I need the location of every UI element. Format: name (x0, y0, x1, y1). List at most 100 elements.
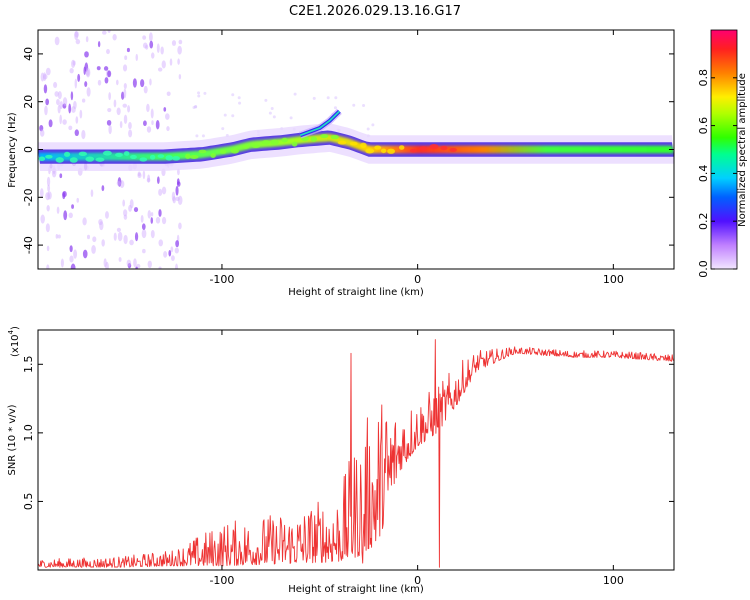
xtick-label: 0 (414, 574, 421, 587)
noise-speckle (81, 129, 86, 140)
noise-speckle (48, 119, 53, 128)
colorbar-tick-label: 0.4 (697, 165, 710, 183)
noise-speckle (56, 99, 60, 106)
ytick-label: 20 (22, 95, 35, 109)
noise-speckle (85, 36, 89, 43)
noise-speckle (86, 87, 91, 97)
noise-speckle (98, 218, 103, 226)
noise-speckle (150, 229, 155, 239)
noise-speckle (201, 134, 205, 138)
ytick-label: 40 (22, 47, 35, 61)
noise-speckle (68, 103, 72, 114)
noise-speckle (150, 212, 154, 217)
colorbar-tick-label: 0.0 (697, 260, 710, 278)
noise-speckle (126, 259, 132, 267)
noise-speckle (142, 170, 146, 180)
noise-speckle (176, 181, 181, 187)
track-blob (251, 144, 260, 149)
track-blob (374, 145, 382, 150)
noise-speckle (158, 209, 162, 217)
noise-speckle (101, 239, 105, 247)
noise-speckle (69, 68, 74, 74)
snr-multiplier: (x104) (7, 326, 21, 357)
noise-speckle (178, 73, 182, 80)
noise-speckle (231, 114, 235, 118)
noise-speckle (132, 78, 137, 88)
noise-speckle (63, 210, 68, 221)
noise-speckle (92, 236, 97, 243)
noise-speckle (366, 127, 370, 131)
noise-speckle (116, 227, 121, 232)
noise-speckle (71, 204, 74, 209)
noise-speckle (91, 245, 96, 254)
noise-speckle (59, 173, 63, 179)
track-blob (320, 133, 329, 139)
noise-speckle (135, 53, 138, 62)
noise-speckle (84, 81, 88, 87)
noise-speckle (168, 249, 172, 257)
noise-speckle (177, 45, 182, 55)
noise-speckle (116, 181, 122, 186)
noise-speckle (113, 232, 117, 241)
noise-speckle (126, 47, 130, 53)
noise-speckle (84, 51, 89, 58)
snr-multiplier-base: (x10 (10, 334, 21, 357)
noise-speckle (146, 177, 151, 183)
noise-speckle (231, 93, 235, 97)
noise-speckle (75, 39, 81, 45)
track-blob (380, 148, 387, 154)
xtick-label: 0 (414, 273, 421, 286)
noise-speckle (47, 184, 51, 193)
noise-speckle (62, 97, 68, 106)
noise-speckle (74, 129, 79, 137)
noise-speckle (175, 196, 180, 201)
noise-speckle (47, 191, 52, 200)
noise-speckle (155, 119, 160, 130)
track-blob (55, 157, 64, 163)
noise-speckle (123, 88, 127, 99)
noise-speckle (135, 266, 138, 269)
noise-speckle (163, 107, 167, 112)
ytick-label: -40 (22, 236, 35, 254)
spectrogram-xlabel: Height of straight line (km) (288, 287, 424, 298)
noise-speckle (83, 66, 86, 76)
noise-speckle (81, 98, 86, 103)
noise-speckle (107, 107, 112, 113)
noise-speckle (195, 134, 199, 138)
branch-core (299, 110, 340, 136)
noise-speckle (352, 103, 356, 107)
noise-speckle (105, 211, 109, 219)
snr-background (38, 330, 674, 570)
noise-speckle (117, 231, 123, 242)
noise-speckle (46, 245, 50, 252)
noise-speckle (46, 264, 50, 269)
noise-speckle (107, 30, 111, 33)
noise-speckle (289, 116, 293, 120)
noise-speckle (178, 222, 182, 230)
noise-speckle (45, 98, 50, 106)
noise-speckle (57, 104, 61, 114)
noise-speckle (112, 34, 117, 41)
noise-speckle (140, 79, 145, 88)
noise-speckle (161, 186, 167, 195)
noise-speckle (141, 223, 146, 230)
noise-speckle (143, 120, 147, 127)
noise-speckle (163, 251, 168, 258)
noise-speckle (77, 73, 81, 82)
track-blob (63, 151, 71, 157)
noise-speckle (177, 168, 180, 176)
snr-panel: -100 0 100 0.5 1.0 1.5 Height of straight lin… (7, 326, 675, 595)
noise-speckle (362, 103, 366, 107)
noise-speckle (147, 210, 152, 219)
noise-speckle (107, 70, 112, 78)
noise-speckle (113, 99, 117, 108)
track-blob (115, 152, 123, 158)
noise-speckle (148, 32, 153, 42)
noise-speckle (142, 248, 146, 254)
noise-speckle (268, 111, 272, 115)
noise-speckle (334, 96, 338, 100)
track-core (38, 133, 674, 161)
track-blob (130, 154, 137, 160)
noise-speckle (166, 91, 171, 96)
noise-speckle (104, 77, 109, 84)
